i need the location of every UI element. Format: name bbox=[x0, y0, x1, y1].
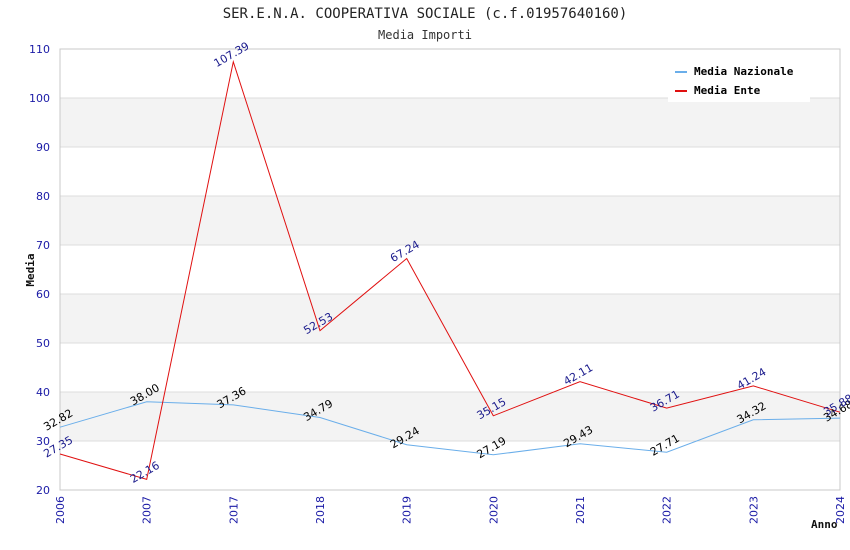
data-label: 41.24 bbox=[735, 365, 769, 392]
data-label: 107.39 bbox=[212, 40, 252, 71]
x-tick-label: 2020 bbox=[487, 496, 500, 524]
x-tick-label: 2007 bbox=[141, 496, 154, 524]
grid-band bbox=[60, 98, 840, 147]
grid-band bbox=[60, 294, 840, 343]
x-tick-label: 2021 bbox=[574, 496, 587, 524]
x-tick-label: 2017 bbox=[227, 496, 240, 524]
y-tick-label: 60 bbox=[36, 288, 50, 301]
grid-band bbox=[60, 392, 840, 441]
y-tick-labels: 20 30 40 50 60 70 80 90 100 110 bbox=[29, 43, 50, 497]
data-label: 22.16 bbox=[128, 459, 162, 486]
y-tick-label: 80 bbox=[36, 190, 50, 203]
x-tick-label: 2018 bbox=[314, 496, 327, 524]
data-label: 42.11 bbox=[561, 361, 595, 388]
series-lines bbox=[59, 59, 841, 481]
y-tick-label: 30 bbox=[36, 435, 50, 448]
grid-bands bbox=[60, 98, 840, 441]
y-tick-label: 50 bbox=[36, 337, 50, 350]
series-line-media-ente bbox=[59, 59, 841, 481]
legend: Media Nazionale Media Ente bbox=[668, 58, 810, 102]
x-tick-labels: 2006 2007 2017 2018 2019 2020 2021 2022 2023 2024 bbox=[54, 496, 847, 524]
y-tick-label: 20 bbox=[36, 484, 50, 497]
legend-label-media-ente: Media Ente bbox=[694, 84, 761, 97]
x-tick-label: 2006 bbox=[54, 496, 67, 524]
x-tick-label: 2023 bbox=[747, 496, 760, 524]
grid-band bbox=[60, 196, 840, 245]
x-tick-label: 2022 bbox=[661, 496, 674, 524]
legend-label-media-nazionale: Media Nazionale bbox=[694, 65, 794, 78]
y-tick-label: 100 bbox=[29, 92, 50, 105]
chart-subtitle: Media Importi bbox=[378, 28, 472, 42]
series-line-media-nazionale bbox=[59, 401, 841, 456]
x-tick-label: 2019 bbox=[401, 496, 414, 524]
x-tick-label: 2024 bbox=[834, 496, 847, 524]
y-tick-label: 70 bbox=[36, 239, 50, 252]
y-tick-label: 90 bbox=[36, 141, 50, 154]
legend-background bbox=[668, 58, 810, 102]
y-tick-label: 40 bbox=[36, 386, 50, 399]
y-tick-label: 110 bbox=[29, 43, 50, 56]
chart-title: SER.E.N.A. COOPERATIVA SOCIALE (c.f.0195… bbox=[223, 6, 628, 22]
y-axis-label: Media bbox=[24, 253, 37, 286]
plot-border bbox=[59, 48, 841, 491]
x-axis-label: Anno bbox=[811, 518, 838, 531]
